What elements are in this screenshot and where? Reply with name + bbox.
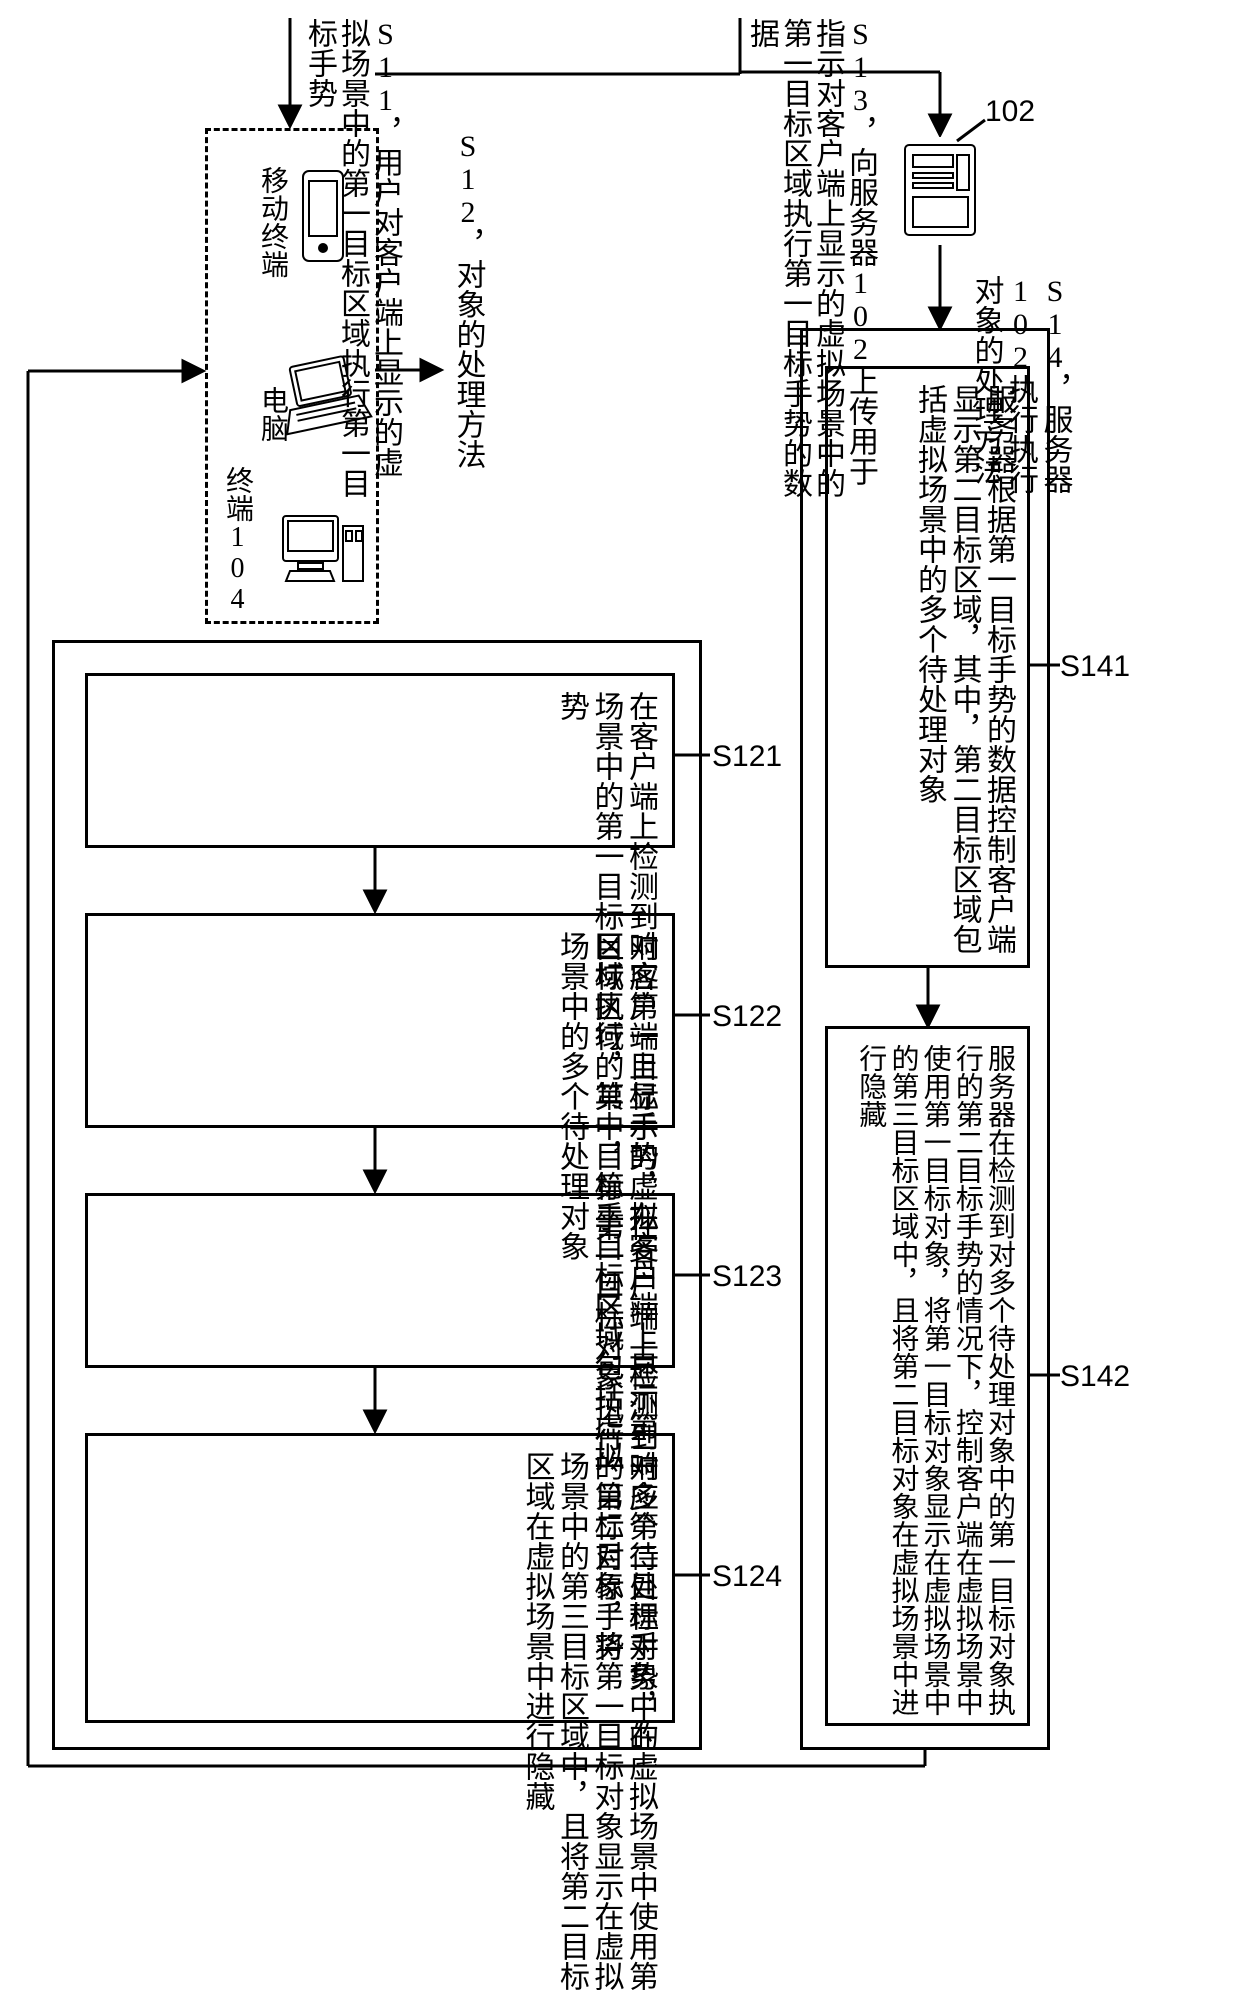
feedback-path (10, 86, 1230, 1776)
arrow-horiz-s13 (375, 50, 745, 90)
